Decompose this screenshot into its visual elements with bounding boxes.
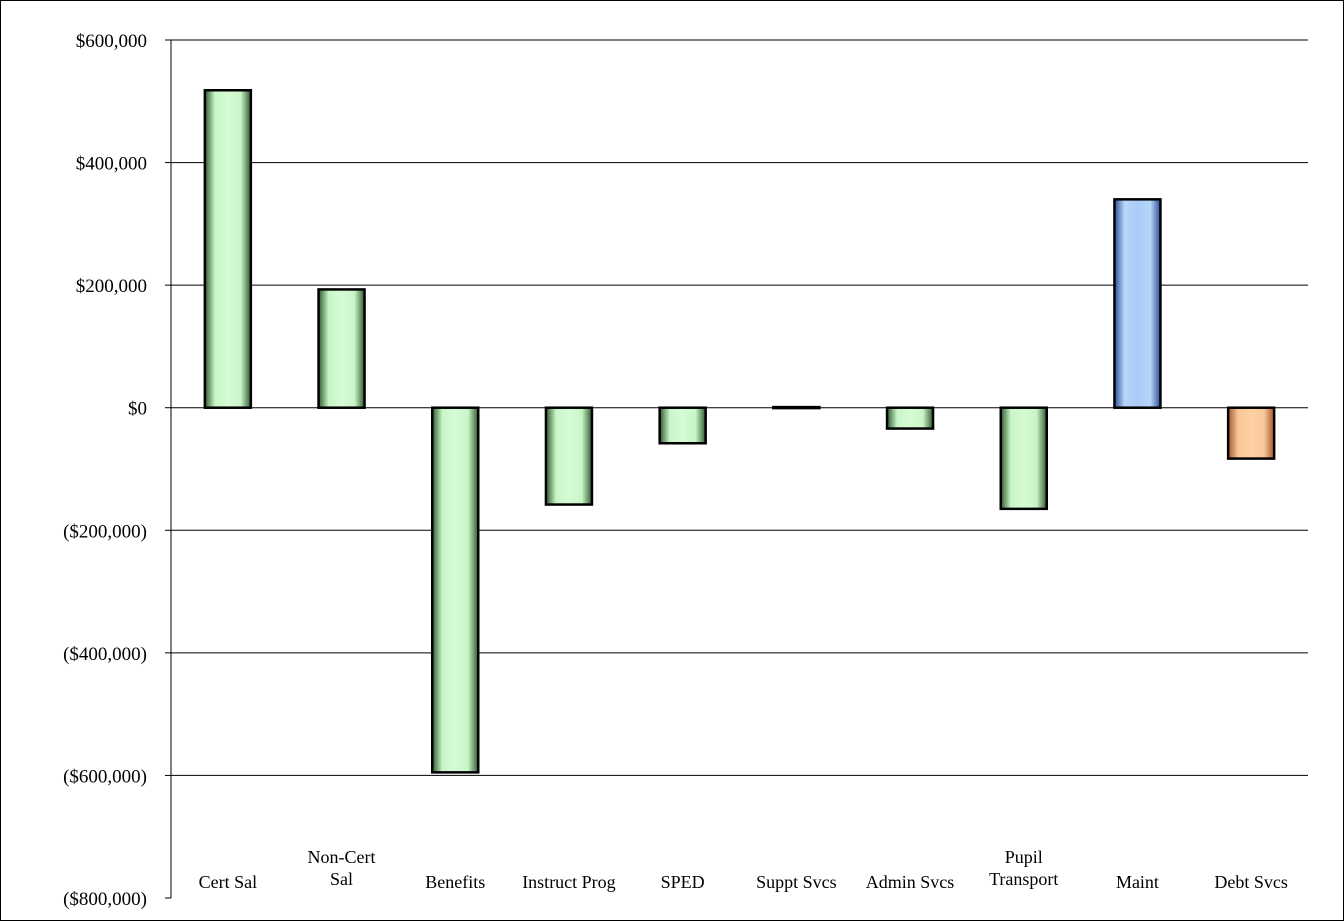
y-axis: $600,000 $400,000 $200,000 $0 ($200,000) ($40… [63, 31, 172, 910]
y-tick-label: ($400,000) [63, 644, 147, 665]
y-tick-label: ($600,000) [63, 766, 147, 787]
y-tick-label: $400,000 [76, 154, 147, 175]
x-category-label: Benefits [425, 872, 485, 892]
y-tick-label: ($800,000) [63, 889, 147, 910]
x-category-label: Pupil [1005, 847, 1043, 867]
x-category-label: Cert Sal [199, 872, 258, 892]
bars [203, 89, 1276, 774]
x-category-label: Non-Cert [308, 847, 376, 867]
bar-suppt-svcs [772, 405, 821, 410]
x-category-label: Transport [989, 869, 1058, 889]
gridlines [171, 39, 1308, 776]
x-category-label: Debt Svcs [1214, 872, 1288, 892]
bar-admin-svcs [885, 406, 935, 430]
bar-instruct-prog [544, 406, 594, 506]
bar-sped [658, 406, 707, 445]
bar-cert-sal [203, 89, 253, 409]
x-category-label: Maint [1116, 872, 1159, 892]
x-category-label: Admin Svcs [866, 872, 955, 892]
bar-pupil-transport [999, 406, 1048, 511]
x-category-label: Sal [330, 869, 353, 889]
x-category-label: SPED [661, 872, 705, 892]
bar-non-cert-sal [317, 288, 366, 409]
x-category-label: Suppt Svcs [756, 872, 837, 892]
y-tick-label: $0 [128, 399, 147, 420]
bar-maint [1113, 198, 1162, 409]
y-tick-label: ($200,000) [63, 521, 147, 542]
bar-benefits [431, 406, 480, 774]
x-category-label: Instruct Prog [522, 872, 616, 892]
y-tick-label: $600,000 [76, 31, 147, 52]
bar-debt-svcs [1226, 406, 1276, 460]
y-tick-label: $200,000 [76, 276, 147, 297]
